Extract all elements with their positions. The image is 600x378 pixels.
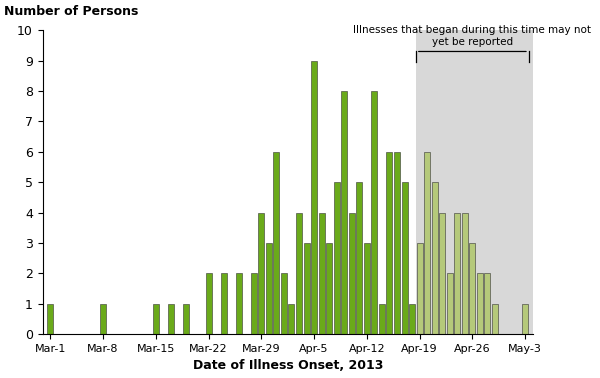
- Bar: [236, 273, 242, 334]
- Bar: [401, 182, 407, 334]
- Bar: [319, 212, 325, 334]
- Bar: [416, 30, 540, 334]
- Bar: [296, 212, 302, 334]
- Bar: [304, 243, 310, 334]
- Bar: [469, 243, 475, 334]
- Bar: [47, 304, 53, 334]
- Bar: [311, 60, 317, 334]
- Bar: [349, 212, 355, 334]
- Bar: [454, 212, 460, 334]
- Bar: [409, 304, 415, 334]
- Text: Number of Persons: Number of Persons: [4, 5, 138, 18]
- Bar: [462, 212, 468, 334]
- Text: Illnesses that began during this time may not
yet be reported: Illnesses that began during this time ma…: [353, 25, 592, 47]
- Bar: [289, 304, 295, 334]
- Bar: [364, 243, 370, 334]
- Bar: [439, 212, 445, 334]
- Bar: [274, 152, 280, 334]
- X-axis label: Date of Illness Onset, 2013: Date of Illness Onset, 2013: [193, 359, 383, 372]
- Bar: [281, 273, 287, 334]
- Bar: [266, 243, 272, 334]
- Bar: [431, 182, 438, 334]
- Bar: [477, 273, 483, 334]
- Bar: [259, 212, 265, 334]
- Bar: [356, 182, 362, 334]
- Bar: [394, 152, 400, 334]
- Bar: [416, 243, 422, 334]
- Bar: [183, 304, 189, 334]
- Bar: [484, 273, 490, 334]
- Bar: [100, 304, 106, 334]
- Bar: [168, 304, 174, 334]
- Bar: [447, 273, 453, 334]
- Bar: [334, 182, 340, 334]
- Bar: [326, 243, 332, 334]
- Bar: [251, 273, 257, 334]
- Bar: [341, 91, 347, 334]
- Bar: [379, 304, 385, 334]
- Bar: [386, 152, 392, 334]
- Bar: [153, 304, 159, 334]
- Bar: [206, 273, 212, 334]
- Bar: [492, 304, 498, 334]
- Bar: [424, 152, 430, 334]
- Bar: [371, 91, 377, 334]
- Bar: [522, 304, 528, 334]
- Bar: [221, 273, 227, 334]
